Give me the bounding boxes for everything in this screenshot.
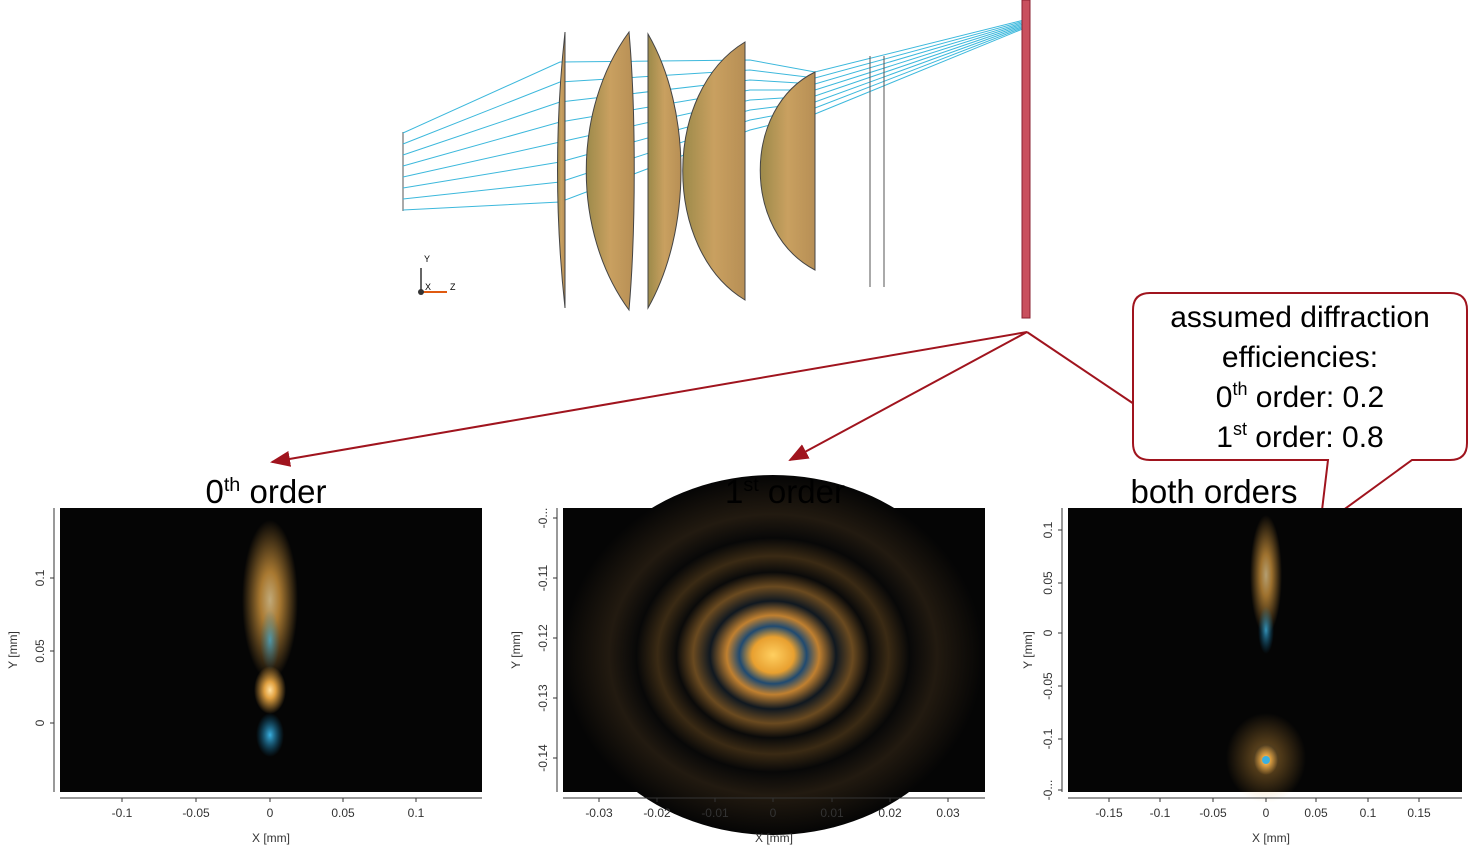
y-tick-label: 0.05 [1041, 571, 1055, 595]
y-axis-label: Y [mm] [509, 631, 523, 669]
spot [242, 520, 298, 680]
x-tick-label: -0.15 [1095, 806, 1123, 820]
x-tick-label: 0.05 [331, 806, 355, 820]
text-part: 0 [1216, 381, 1233, 414]
callout-order: 0th order: 0.2 [1216, 379, 1384, 414]
axis-label: X [425, 282, 431, 292]
spot [1258, 606, 1274, 654]
callout: assumed diffraction efficiencies: 0th or… [1132, 292, 1468, 530]
spot [563, 475, 983, 835]
superscript: th [224, 474, 241, 496]
y-axis-label: Y [mm] [6, 631, 20, 669]
plot-title: both orders [1131, 473, 1298, 510]
grating [1021, 0, 1031, 319]
ray [402, 25, 1025, 189]
text-part: 0 [205, 473, 223, 510]
spot [1250, 515, 1282, 635]
x-tick-label: -0.05 [1199, 806, 1227, 820]
x-tick-label: 0 [267, 806, 274, 820]
y-tick-label: -0.12 [536, 624, 550, 652]
spot [260, 610, 280, 670]
text-part: order [240, 473, 326, 510]
x-axis-label: X [mm] [755, 831, 793, 845]
x-tick-label: 0.15 [1407, 806, 1431, 820]
x-tick-label: 0.05 [1304, 806, 1328, 820]
x-tick-label: 0 [1263, 806, 1270, 820]
ray [402, 27, 1025, 211]
x-tick-label: 0.03 [936, 806, 960, 820]
superscript: st [743, 474, 759, 496]
x-tick-label: 0 [770, 806, 777, 820]
maps [60, 475, 1462, 835]
axis-label: Z [450, 282, 456, 292]
y-tick-label: -0.13 [536, 684, 550, 712]
y-tick-label: 0.05 [33, 639, 47, 663]
arrow [270, 331, 1028, 467]
ray [402, 20, 1025, 145]
y-tick-label: -0... [536, 508, 550, 529]
x-tick-label: -0.01 [701, 806, 729, 820]
ray [402, 24, 1025, 178]
plot-title: 1st order [725, 473, 845, 510]
ray [402, 26, 1025, 200]
x-tick-label: 0.1 [1360, 806, 1377, 820]
y-tick-label: -0.11 [536, 564, 550, 591]
callout-text: efficiencies: [1222, 341, 1378, 374]
x-tick-label: 0.1 [408, 806, 425, 820]
x-tick-label: -0.1 [112, 806, 133, 820]
text-part: order: 0.2 [1247, 381, 1384, 414]
arrow [1026, 331, 1135, 405]
spot [256, 713, 284, 757]
lens [759, 71, 816, 271]
plot-title: 0th order [205, 473, 326, 510]
lens [682, 41, 746, 301]
spot [1262, 756, 1270, 764]
x-tick-label: -0.03 [585, 806, 613, 820]
y-tick-label: 0.1 [1041, 521, 1055, 538]
y-tick-label: 0 [1041, 629, 1055, 636]
x-axis-label: X [mm] [252, 831, 290, 845]
y-axis-label: Y [mm] [1021, 631, 1035, 669]
text-part: order [759, 473, 845, 510]
y-tick-label: -0.05 [1041, 672, 1055, 700]
axis-label: Y [424, 254, 430, 264]
y-tick-label: -0.14 [536, 744, 550, 772]
y-tick-label: 0.1 [33, 569, 47, 586]
superscript: th [1232, 379, 1247, 399]
lens [647, 32, 682, 310]
rays [402, 19, 1025, 211]
text-part: 1 [1216, 421, 1233, 454]
text-part: 1 [725, 473, 743, 510]
spot [254, 666, 286, 714]
callout-text: assumed diffraction [1170, 301, 1430, 334]
superscript: st [1233, 419, 1247, 439]
ray [402, 23, 1025, 167]
ray [402, 19, 1025, 134]
text-part: order: 0.8 [1247, 421, 1384, 454]
x-tick-label: -0.05 [182, 806, 210, 820]
lens [557, 31, 566, 309]
x-tick-label: -0.02 [643, 806, 671, 820]
y-tick-label: -0.1 [1041, 728, 1055, 749]
optical-system: Y X Z [402, 0, 1031, 319]
x-tick-label: 0.01 [820, 806, 844, 820]
x-tick-label: -0.1 [1150, 806, 1171, 820]
x-tick-label: 0.02 [878, 806, 902, 820]
x-axis-label: X [mm] [1252, 831, 1290, 845]
arrows [270, 331, 1135, 467]
axis-origin [418, 289, 424, 295]
y-tick-label: -0... [1041, 780, 1055, 801]
callout-box [1132, 292, 1468, 530]
ray [402, 21, 1025, 156]
callout-order: 1st order: 0.8 [1216, 419, 1383, 454]
lens [585, 30, 635, 312]
arrow [788, 331, 1028, 461]
y-tick-label: 0 [33, 719, 47, 726]
